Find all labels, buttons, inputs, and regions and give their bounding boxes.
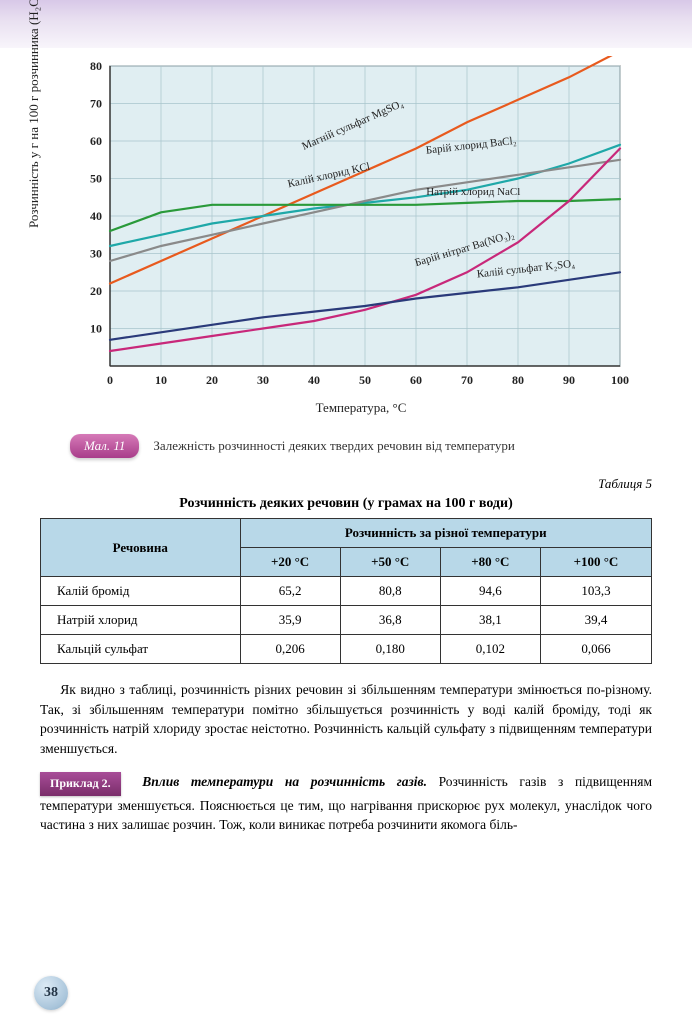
page-header-decoration bbox=[0, 0, 692, 48]
paragraph-1: Як видно з таблиці, розчинність різних р… bbox=[40, 680, 652, 758]
svg-text:20: 20 bbox=[206, 373, 218, 387]
table-cell-value: 0,102 bbox=[440, 635, 540, 664]
table-cell-value: 38,1 bbox=[440, 606, 540, 635]
table-cell-value: 0,066 bbox=[540, 635, 651, 664]
solubility-chart: Розчинність у г на 100 г розчинника (H₂O… bbox=[0, 48, 692, 420]
page-number: 38 bbox=[34, 976, 68, 1010]
svg-text:90: 90 bbox=[563, 373, 575, 387]
table-cell-value: 36,8 bbox=[340, 606, 440, 635]
svg-text:10: 10 bbox=[90, 322, 102, 336]
table-cell-label: Натрій хлорид bbox=[41, 606, 241, 635]
table-row: Кальцій сульфат0,2060,1800,1020,066 bbox=[41, 635, 652, 664]
svg-text:20: 20 bbox=[90, 284, 102, 298]
y-axis-label: Розчинність у г на 100 г розчинника (H₂O… bbox=[26, 0, 42, 228]
table-header-temp: +50 °C bbox=[340, 548, 440, 577]
chart-canvas: 01020304050607080901001020304050607080Ма… bbox=[70, 56, 630, 396]
svg-text:40: 40 bbox=[308, 373, 320, 387]
svg-text:100: 100 bbox=[611, 373, 629, 387]
svg-text:50: 50 bbox=[90, 172, 102, 186]
table-header-temp: +80 °C bbox=[440, 548, 540, 577]
table-cell-value: 94,6 bbox=[440, 577, 540, 606]
table-number: Таблиця 5 bbox=[0, 476, 652, 492]
svg-text:80: 80 bbox=[512, 373, 524, 387]
svg-text:80: 80 bbox=[90, 59, 102, 73]
table-cell-value: 103,3 bbox=[540, 577, 651, 606]
table-cell-value: 39,4 bbox=[540, 606, 651, 635]
svg-text:60: 60 bbox=[410, 373, 422, 387]
svg-text:10: 10 bbox=[155, 373, 167, 387]
svg-text:30: 30 bbox=[90, 247, 102, 261]
x-axis-label: Температура, °C bbox=[70, 400, 652, 416]
table-header-temp: +20 °C bbox=[240, 548, 340, 577]
example-badge: Приклад 2. bbox=[40, 772, 121, 795]
figure-caption: Мал. 11 Залежність розчинності деяких тв… bbox=[70, 434, 652, 458]
table-header-group: Розчинність за різної температури bbox=[240, 519, 652, 548]
table-cell-label: Калій бромід bbox=[41, 577, 241, 606]
svg-text:70: 70 bbox=[90, 97, 102, 111]
table-cell-label: Кальцій сульфат bbox=[41, 635, 241, 664]
svg-text:0: 0 bbox=[107, 373, 113, 387]
table-row: Натрій хлорид35,936,838,139,4 bbox=[41, 606, 652, 635]
svg-text:Натрій хлорид NaCl: Натрій хлорид NaCl bbox=[426, 186, 520, 198]
table-cell-value: 80,8 bbox=[340, 577, 440, 606]
svg-text:30: 30 bbox=[257, 373, 269, 387]
solubility-table: Речовина Розчинність за різної температу… bbox=[40, 518, 652, 664]
table-cell-value: 35,9 bbox=[240, 606, 340, 635]
table-title: Розчинність деяких речовин (у грамах на … bbox=[40, 496, 652, 512]
svg-text:50: 50 bbox=[359, 373, 371, 387]
svg-text:60: 60 bbox=[90, 134, 102, 148]
table-cell-value: 65,2 bbox=[240, 577, 340, 606]
table-row: Калій бромід65,280,894,6103,3 bbox=[41, 577, 652, 606]
table-header-substance: Речовина bbox=[41, 519, 241, 577]
svg-text:40: 40 bbox=[90, 209, 102, 223]
figure-badge: Мал. 11 bbox=[70, 434, 139, 458]
svg-text:70: 70 bbox=[461, 373, 473, 387]
example-title: Вплив температури на розчинність газів. bbox=[142, 774, 427, 789]
example-block: Приклад 2. Вплив температури на розчинні… bbox=[40, 772, 652, 835]
figure-caption-text: Залежність розчинності деяких твердих ре… bbox=[153, 438, 515, 454]
table-cell-value: 0,180 bbox=[340, 635, 440, 664]
table-cell-value: 0,206 bbox=[240, 635, 340, 664]
table-header-temp: +100 °C bbox=[540, 548, 651, 577]
